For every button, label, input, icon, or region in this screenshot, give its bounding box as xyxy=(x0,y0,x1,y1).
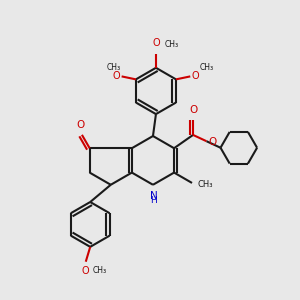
Text: O: O xyxy=(208,137,217,147)
Text: N: N xyxy=(150,191,158,201)
Text: H: H xyxy=(151,196,157,205)
Text: O: O xyxy=(112,71,120,81)
Text: O: O xyxy=(192,71,200,81)
Text: CH₃: CH₃ xyxy=(165,40,179,49)
Text: CH₃: CH₃ xyxy=(92,266,106,275)
Text: O: O xyxy=(152,38,160,48)
Text: CH₃: CH₃ xyxy=(199,63,213,72)
Text: O: O xyxy=(82,266,90,277)
Text: CH₃: CH₃ xyxy=(106,63,120,72)
Text: O: O xyxy=(76,120,85,130)
Text: O: O xyxy=(189,105,197,115)
Text: CH₃: CH₃ xyxy=(197,180,213,189)
